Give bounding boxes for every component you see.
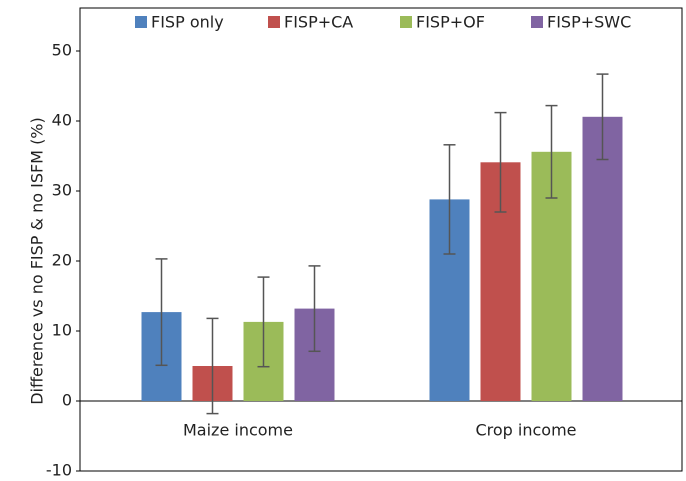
legend-label: FISP+CA <box>284 13 353 32</box>
legend-swatch <box>135 16 147 28</box>
y-tick-label: -10 <box>46 461 72 480</box>
bar <box>582 116 623 402</box>
x-tick-label: Crop income <box>475 421 576 440</box>
y-tick-label: 0 <box>62 391 72 410</box>
legend-swatch <box>531 16 543 28</box>
y-tick-label: 20 <box>52 251 72 270</box>
y-tick-label: 10 <box>52 321 72 340</box>
y-axis-label: Difference vs no FISP & no ISFM (%) <box>28 117 47 405</box>
y-tick-label: 50 <box>52 41 72 60</box>
legend-swatch <box>400 16 412 28</box>
y-tick-label: 40 <box>52 111 72 130</box>
x-tick-label: Maize income <box>183 421 293 440</box>
legend-label: FISP+SWC <box>547 13 631 32</box>
y-tick-label: 30 <box>52 181 72 200</box>
plot-frame <box>79 7 683 472</box>
legend-swatch <box>268 16 280 28</box>
legend-label: FISP+OF <box>416 13 485 32</box>
legend-label: FISP only <box>151 13 224 32</box>
